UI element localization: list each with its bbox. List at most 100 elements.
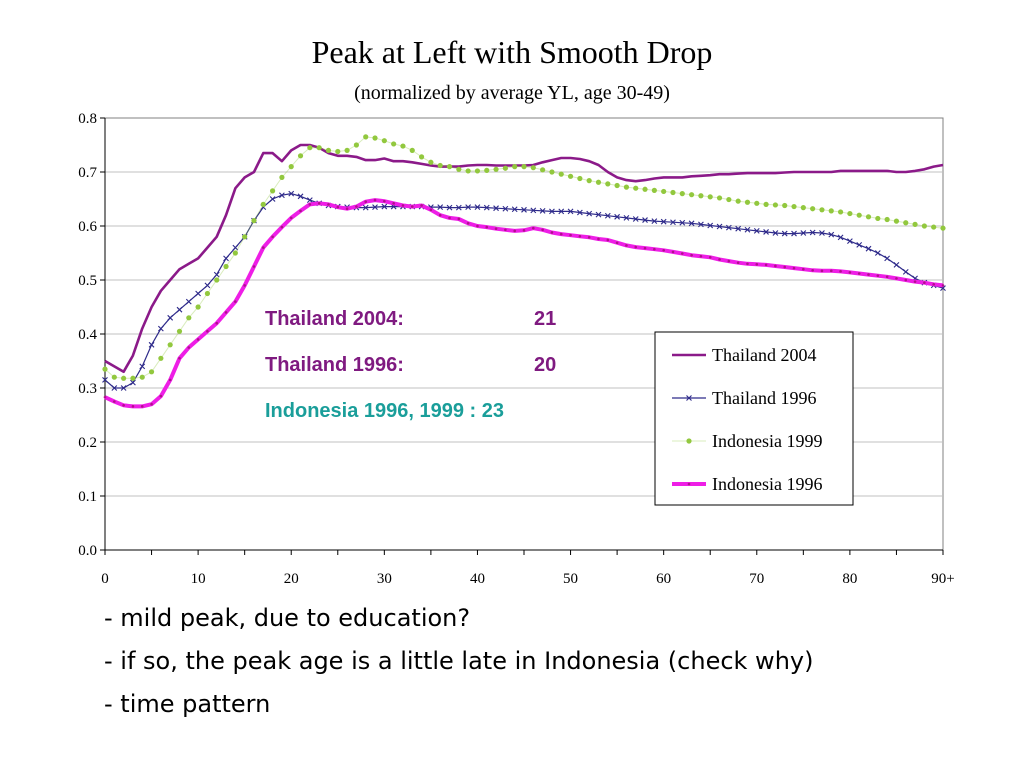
data-point (196, 338, 200, 341)
data-point (586, 210, 593, 217)
data-point (791, 203, 797, 210)
data-point (856, 242, 863, 248)
data-point (735, 198, 741, 204)
note-line: - if so, the peak age is a little late i… (104, 647, 814, 675)
data-point (847, 210, 853, 217)
data-point (698, 221, 704, 228)
data-point (455, 204, 462, 211)
data-point (559, 232, 563, 236)
y-tick-label: 0.6 (78, 219, 97, 235)
data-point (102, 377, 108, 383)
data-point (791, 230, 797, 237)
data-point (372, 204, 378, 210)
data-point (381, 138, 387, 144)
data-point (327, 203, 330, 206)
y-tick-label: 0.5 (78, 273, 97, 289)
annotation-value: 20 (534, 354, 556, 376)
data-point (353, 142, 359, 148)
data-point (279, 174, 285, 180)
data-point (485, 225, 489, 229)
data-point (363, 134, 369, 140)
data-point (362, 204, 369, 211)
data-point (429, 208, 433, 212)
data-point (513, 229, 516, 233)
data-point (811, 268, 814, 272)
data-point (819, 230, 825, 236)
data-point (260, 201, 266, 207)
data-point (448, 216, 451, 220)
data-point (660, 218, 667, 225)
data-point (493, 205, 499, 212)
data-point (679, 219, 686, 226)
data-point (437, 204, 444, 210)
data-point (213, 271, 220, 278)
data-point (802, 267, 805, 271)
data-point (176, 306, 183, 313)
data-point (774, 264, 777, 268)
data-point (204, 282, 211, 289)
annotation-value: 21 (534, 308, 556, 330)
data-point (725, 224, 732, 231)
data-point (567, 173, 574, 179)
y-tick-label: 0.2 (78, 435, 97, 451)
data-point (690, 253, 693, 257)
data-point (148, 341, 155, 348)
data-point (251, 218, 257, 224)
x-tick-label: 70 (749, 571, 764, 587)
data-point (224, 311, 228, 314)
data-point (698, 193, 704, 199)
data-point (893, 218, 900, 224)
data-point (270, 188, 276, 194)
note-line: - mild peak, due to education? (104, 604, 471, 632)
data-point (828, 208, 834, 214)
data-point (280, 225, 284, 229)
data-point (502, 205, 509, 212)
data-point (111, 385, 118, 391)
data-point (232, 250, 238, 256)
data-point (549, 169, 555, 175)
data-point (772, 230, 779, 236)
data-point (373, 198, 377, 202)
data-point (308, 203, 312, 206)
data-point (111, 374, 117, 380)
data-point (418, 154, 425, 160)
data-point (401, 204, 405, 207)
data-point (716, 223, 723, 230)
data-point (716, 195, 723, 201)
data-point (410, 205, 414, 208)
data-point (157, 325, 164, 332)
data-point (902, 269, 909, 275)
data-point (252, 265, 256, 268)
data-point (391, 141, 397, 147)
data-point (158, 355, 164, 361)
data-point (176, 328, 183, 334)
data-point (299, 209, 302, 213)
data-point (687, 482, 691, 486)
data-point (121, 375, 127, 381)
data-point (614, 182, 620, 189)
data-point (884, 255, 891, 262)
x-tick-label: 80 (842, 571, 857, 587)
data-point (727, 259, 731, 263)
annotation-label: Indonesia 1996, 1999 : 23 (265, 400, 504, 422)
data-point (428, 159, 434, 165)
data-point (150, 402, 153, 406)
data-point (820, 269, 824, 273)
x-tick-label: 40 (470, 571, 485, 587)
data-point (550, 231, 554, 234)
data-point (476, 224, 479, 228)
slide-notes: - mild peak, due to education? - if so, … (104, 600, 1004, 729)
data-point (122, 403, 125, 407)
slide-title: Peak at Left with Smooth Drop (311, 34, 713, 70)
x-tick-label: 90+ (931, 571, 954, 587)
data-point (885, 275, 889, 279)
legend-label: Indonesia 1996 (712, 474, 822, 494)
data-point (271, 235, 274, 239)
line-chart: 0.0 0.1 0.2 0.3 0.4 0.5 0.6 0.7 0.8 0 10 20 30 40 50 60… (78, 111, 954, 587)
data-point (912, 221, 918, 227)
data-point (178, 357, 181, 360)
data-point (355, 205, 358, 208)
note-line: - time pattern (104, 690, 271, 718)
y-tick-label: 0.8 (78, 111, 97, 127)
y-tick-label: 0.1 (78, 489, 97, 505)
